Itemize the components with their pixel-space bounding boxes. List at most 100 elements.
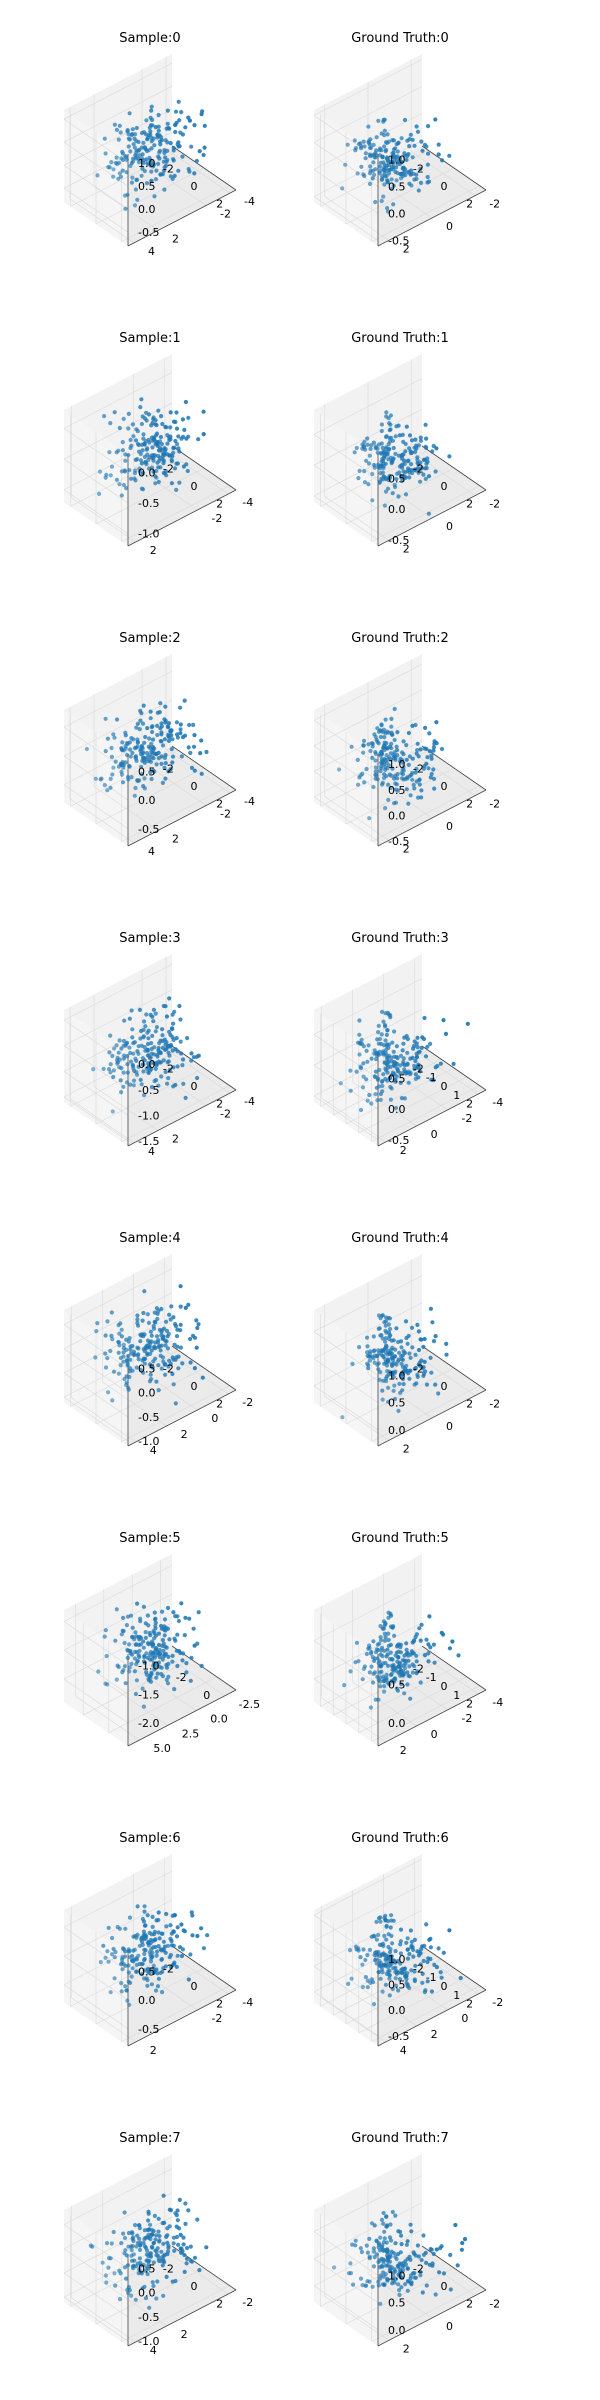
z-tick-label: 0.0 (138, 794, 156, 807)
data-point (388, 1925, 393, 1930)
data-point (425, 456, 430, 461)
data-point (108, 1033, 113, 1038)
data-point (137, 727, 142, 732)
data-point (131, 1041, 136, 1046)
data-point (121, 416, 126, 421)
y-tick-label: 2 (400, 1144, 407, 1157)
data-point (381, 167, 386, 172)
data-point (120, 1628, 125, 1633)
data-point (150, 123, 155, 128)
data-point (126, 2244, 131, 2249)
data-point (416, 443, 421, 448)
data-point (385, 2250, 390, 2255)
grid-line (63, 62, 173, 120)
data-point (368, 1705, 373, 1710)
data-point (427, 731, 432, 736)
data-point (145, 726, 150, 731)
data-point (141, 1929, 146, 1934)
data-point (185, 468, 190, 474)
data-point (402, 1067, 407, 1072)
data-point (103, 1628, 108, 1633)
z-tick-label: 0.0 (388, 2004, 406, 2017)
data-point (156, 1660, 161, 1665)
data-point (383, 1323, 388, 1328)
data-point (379, 198, 384, 204)
data-point (377, 1377, 382, 1382)
data-point (408, 132, 413, 137)
data-point (366, 1366, 371, 1371)
data-point (170, 760, 175, 765)
data-point (352, 138, 357, 143)
data-point (156, 1930, 161, 1935)
data-point (393, 1976, 398, 1981)
data-point (103, 1351, 108, 1356)
data-point (161, 470, 166, 475)
data-point (130, 1634, 135, 1639)
z-tick-label: -0.5 (388, 1134, 409, 1147)
y-tick-label: 0 (461, 2012, 468, 2025)
data-point (423, 444, 428, 449)
grid-line (345, 1067, 455, 1125)
z-tick-label: 0.0 (388, 1103, 406, 1116)
data-point (369, 145, 374, 150)
data-point (337, 767, 342, 772)
data-point (384, 2214, 389, 2219)
data-point (379, 764, 384, 769)
data-point (180, 417, 185, 422)
data-point (137, 2236, 142, 2241)
data-point (400, 432, 405, 437)
data-point (428, 1306, 433, 1311)
data-point (373, 751, 378, 757)
data-point (415, 460, 420, 466)
data-point (174, 461, 179, 466)
grid-line (313, 663, 423, 721)
data-point (361, 738, 367, 744)
x-tick-label: -2 (163, 462, 174, 475)
data-point (393, 1949, 398, 1954)
data-point (426, 1956, 431, 1961)
y-axis-line (127, 1689, 237, 1747)
data-point (116, 1350, 121, 1355)
data-point (142, 1655, 147, 1660)
data-point (444, 1352, 449, 1357)
data-point (106, 1925, 111, 1930)
data-point (107, 1050, 112, 1055)
data-point (149, 1377, 154, 1382)
grid-line (164, 2249, 229, 2295)
data-point (142, 416, 148, 421)
data-point (390, 159, 395, 164)
data-point (409, 1325, 415, 1330)
data-point (170, 1371, 175, 1377)
data-point (129, 2293, 134, 2298)
data-point (124, 486, 129, 491)
data-point (385, 132, 390, 137)
y-tick-label: 2 (150, 2044, 157, 2057)
data-point (377, 1958, 382, 1964)
grid-line (383, 1665, 448, 1711)
data-point (422, 1989, 427, 1995)
data-point (128, 476, 134, 481)
data-point (171, 446, 176, 451)
data-point (383, 765, 388, 770)
data-point (391, 1374, 396, 1380)
data-point (348, 1669, 353, 1674)
z-tick-label: 0.0 (388, 208, 406, 221)
grid-line (313, 140, 423, 197)
data-point (368, 446, 373, 451)
data-point (386, 1631, 391, 1636)
data-point (432, 786, 437, 791)
data-point (121, 1962, 126, 1967)
data-point (405, 153, 410, 158)
data-point (387, 428, 392, 433)
data-point (178, 722, 183, 727)
data-point (174, 426, 180, 431)
data-point (184, 2256, 190, 2261)
data-point (396, 141, 401, 146)
data-point (410, 137, 415, 142)
data-point (389, 1663, 394, 1668)
data-point (404, 1335, 409, 1341)
data-point (348, 1948, 353, 1953)
data-point (132, 793, 137, 798)
grid-line (63, 131, 173, 189)
